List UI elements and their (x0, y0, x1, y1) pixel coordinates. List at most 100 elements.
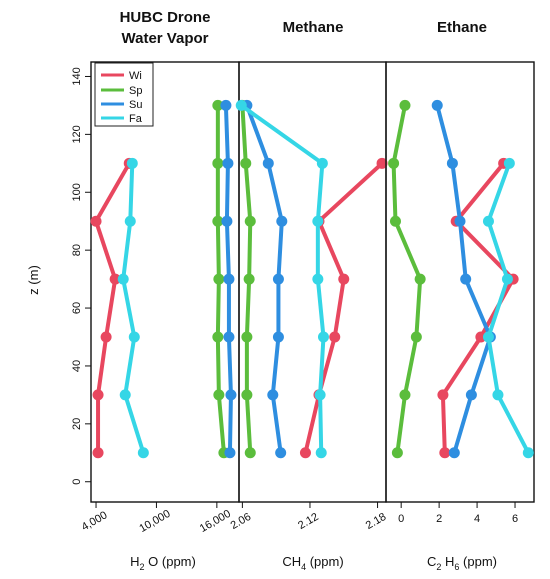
data-point-ethane-sp (391, 447, 403, 459)
data-point-ethane-su (454, 215, 466, 227)
data-point-methane-sp (244, 447, 256, 459)
data-point-ethane-sp (389, 215, 401, 227)
x-axis-label-water-vapor: H2 O (ppm) (130, 554, 196, 572)
legend-label-su: Su (129, 99, 142, 111)
y-tick-label: 80 (71, 244, 83, 256)
data-point-water-vapor-su (222, 157, 234, 169)
data-point-methane-su (272, 273, 284, 285)
y-tick-label: 120 (71, 125, 83, 143)
panel-title-water-vapor-line-2: Water Vapor (122, 30, 209, 47)
data-point-methane-sp (241, 331, 253, 343)
data-point-methane-sp (241, 389, 253, 401)
data-point-ethane-su (460, 273, 472, 285)
data-point-ethane-su (446, 157, 458, 169)
data-point-water-vapor-sp (212, 157, 224, 169)
data-point-methane-wi (376, 157, 388, 169)
data-point-methane-sp (240, 157, 252, 169)
data-point-methane-wi (338, 273, 350, 285)
x-axis-label-ethane-sub: 2 (436, 562, 441, 572)
data-point-water-vapor-fa (126, 157, 138, 169)
data-point-ethane-su (465, 389, 477, 401)
data-point-water-vapor-su (220, 99, 232, 111)
data-point-methane-fa (315, 447, 327, 459)
data-point-water-vapor-su (224, 447, 236, 459)
x-axis-label-methane-sub: 4 (301, 562, 306, 572)
data-point-methane-wi (299, 447, 311, 459)
x-tick-label-ethane: 0 (398, 513, 404, 525)
data-point-methane-fa (314, 389, 326, 401)
data-point-ethane-sp (399, 99, 411, 111)
y-tick-label: 40 (71, 360, 83, 372)
x-tick-label-methane: 2.18 (364, 511, 389, 532)
x-axis-label-ethane-rest2: H (441, 554, 454, 569)
data-point-ethane-sp (410, 331, 422, 343)
data-point-water-vapor-wi (92, 389, 104, 401)
data-point-ethane-wi (439, 447, 451, 459)
data-point-water-vapor-sp (213, 389, 225, 401)
series-line-water-vapor-wi (94, 161, 132, 455)
panel-title-methane: Methane (283, 19, 344, 36)
data-point-water-vapor-wi (92, 447, 104, 459)
data-point-water-vapor-fa (119, 389, 131, 401)
x-axis-label-ethane-main: C (427, 554, 436, 569)
data-point-methane-fa (312, 215, 324, 227)
y-tick-label: 100 (71, 183, 83, 201)
legend: Wi Sp Su Fa (94, 62, 154, 127)
data-point-methane-sp (244, 215, 256, 227)
data-point-water-vapor-su (223, 273, 235, 285)
panel-frame-methane (238, 61, 387, 503)
data-point-methane-wi (329, 331, 341, 343)
data-point-water-vapor-sp (212, 215, 224, 227)
panel-title-water-vapor-line-1: HUBC Drone (120, 9, 211, 26)
data-point-methane-sp (243, 273, 255, 285)
data-point-ethane-fa (482, 331, 494, 343)
data-point-ethane-su (431, 99, 443, 111)
data-point-ethane-fa (501, 273, 513, 285)
data-point-ethane-wi (475, 331, 487, 343)
data-point-methane-fa (312, 273, 324, 285)
x-tick-label-ethane: 2 (436, 513, 442, 525)
data-point-ethane-fa (492, 389, 504, 401)
data-point-ethane-sp (399, 389, 411, 401)
data-point-water-vapor-wi (100, 331, 112, 343)
y-tick-label: 140 (71, 67, 83, 85)
data-point-water-vapor-wi (90, 215, 102, 227)
data-point-water-vapor-fa (128, 331, 140, 343)
data-point-water-vapor-fa (117, 273, 129, 285)
data-point-water-vapor-sp (213, 273, 225, 285)
data-point-water-vapor-su (223, 331, 235, 343)
x-tick-label-ethane: 4 (474, 513, 480, 525)
y-tick-label: 20 (71, 418, 83, 430)
data-point-methane-fa (235, 99, 247, 111)
legend-label-wi: Wi (129, 70, 142, 82)
data-point-ethane-sp (388, 157, 400, 169)
x-axis-label-methane-main: CH (282, 554, 301, 569)
data-point-water-vapor-fa (137, 447, 149, 459)
x-axis-label-methane-rest: (ppm) (306, 554, 344, 569)
y-axis-label: z (m) (26, 265, 41, 295)
data-point-water-vapor-su (225, 389, 237, 401)
panel-frame-ethane (385, 61, 535, 503)
data-point-methane-su (262, 157, 274, 169)
x-axis-label-water-vapor-main: H (130, 554, 139, 569)
data-point-methane-su (275, 447, 287, 459)
data-point-ethane-su (448, 447, 460, 459)
x-axis-label-ethane-rest: (ppm) (459, 554, 497, 569)
panel-title-ethane: Ethane (437, 19, 487, 36)
x-axis-label-water-vapor-rest: O (ppm) (145, 554, 196, 569)
data-point-water-vapor-fa (124, 215, 136, 227)
x-axis-label-ethane: C2 H6 (ppm) (427, 554, 497, 572)
data-point-ethane-wi (437, 389, 449, 401)
legend-label-sp: Sp (129, 85, 142, 97)
series-line-methane-wi (303, 161, 385, 455)
x-tick-label-water-vapor: 4,000 (80, 509, 110, 533)
data-point-methane-fa (317, 331, 329, 343)
x-tick-label-methane: 2.12 (296, 511, 321, 532)
data-point-methane-su (276, 215, 288, 227)
data-point-methane-su (272, 331, 284, 343)
x-axis-label-methane: CH4 (ppm) (282, 554, 343, 572)
data-point-water-vapor-su (221, 215, 233, 227)
data-point-water-vapor-wi (109, 273, 121, 285)
